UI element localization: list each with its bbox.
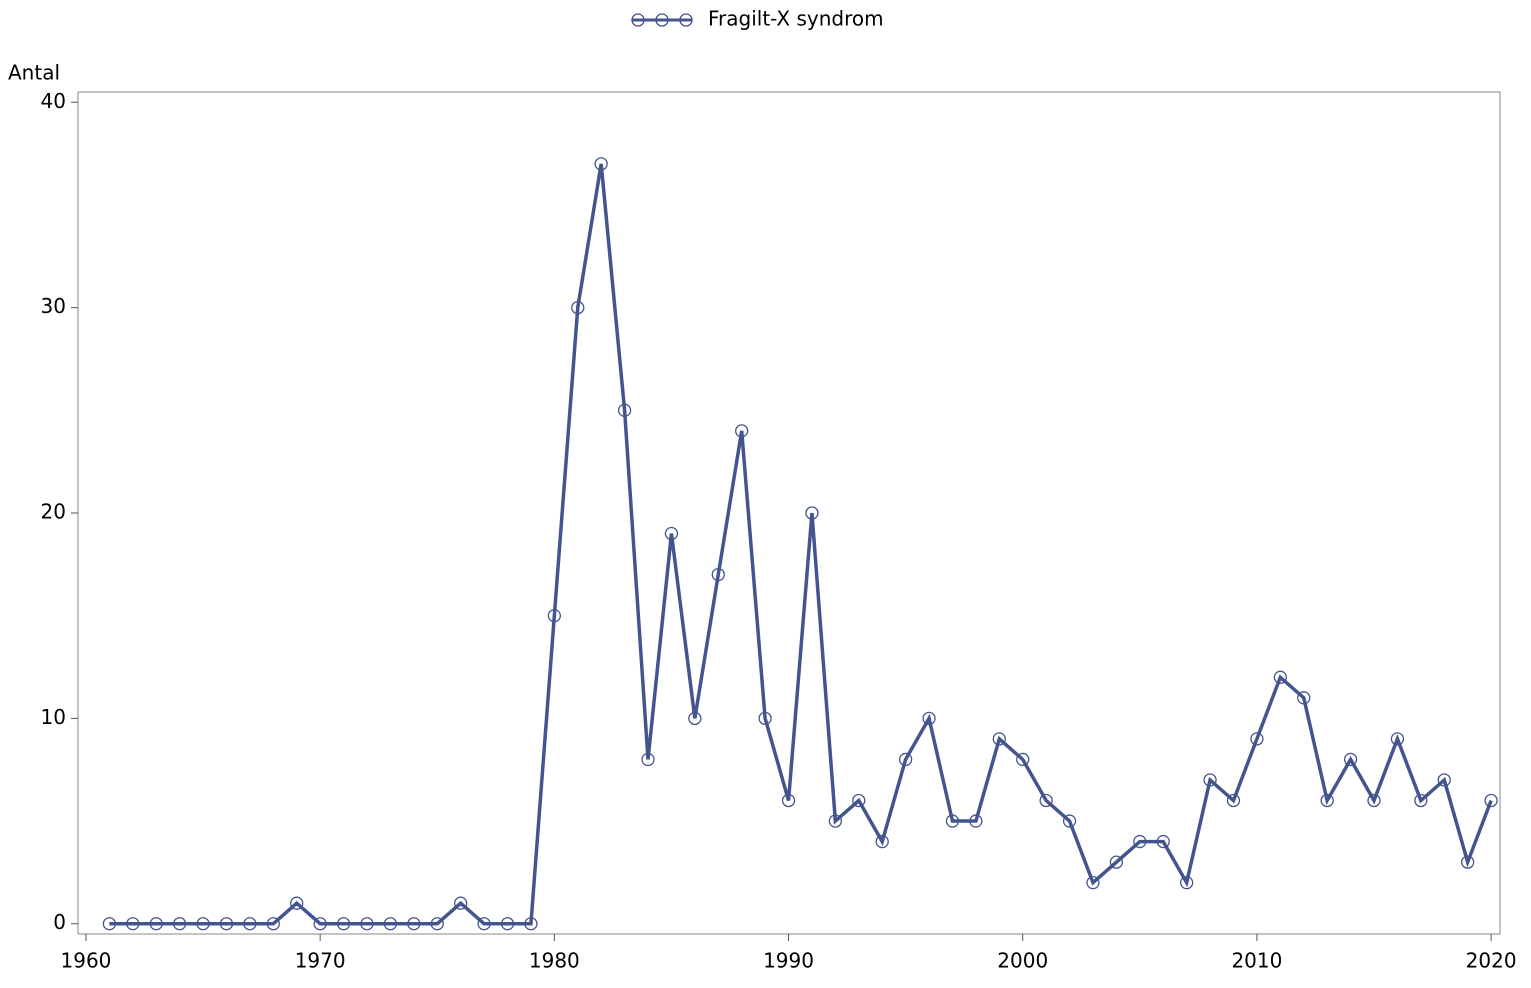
marker [1367,793,1381,808]
marker [1016,752,1030,767]
marker [992,732,1006,746]
marker [1437,773,1451,787]
y-tick-label: 10 [41,705,66,729]
marker [641,752,655,767]
legend-marker [679,13,693,27]
marker [1086,876,1100,890]
marker [313,917,327,931]
marker [1273,670,1287,684]
y-tick-label: 30 [41,294,66,318]
marker [1484,793,1498,808]
y-tick-label: 0 [53,910,66,934]
marker [360,917,374,931]
marker [102,917,117,931]
marker [1297,691,1311,705]
marker [1203,773,1217,787]
marker [1156,834,1170,849]
marker [290,896,304,910]
marker [243,917,257,931]
marker [126,917,140,931]
marker [1390,732,1405,746]
marker [454,896,468,910]
x-tick-label: 2010 [1231,949,1282,973]
marker [711,567,725,582]
legend-marker [655,13,669,27]
marker [922,711,936,726]
marker [1320,793,1334,808]
marker [219,917,234,931]
marker [1343,752,1358,767]
x-tick-label: 1980 [529,949,580,973]
legend-marker [631,13,645,27]
marker [1250,732,1264,746]
marker [1062,814,1077,828]
marker [758,711,772,726]
line [109,163,1493,926]
marker [196,917,210,931]
plot-frame [77,91,1501,935]
x-tick-label: 1990 [763,949,814,973]
marker [1039,793,1053,808]
marker [407,917,421,931]
y-tick-label: 20 [41,500,66,524]
marker [1180,876,1194,890]
marker [149,917,163,931]
marker [1109,855,1124,869]
marker [1414,793,1428,808]
x-tick-label: 2000 [997,949,1048,973]
marker [477,917,491,931]
marker [735,424,749,438]
x-tick-label: 1970 [295,949,346,973]
marker [945,814,960,828]
marker [571,300,585,315]
marker [383,917,398,931]
marker [547,609,561,623]
y-axis-label: Antal [8,61,60,85]
marker [781,793,796,808]
marker [266,917,280,931]
marker [172,917,187,931]
marker [594,157,608,171]
marker [898,752,913,767]
marker [500,917,515,931]
legend-label: Fragilt-X syndrom [708,7,884,31]
marker [1226,793,1241,808]
marker [875,834,889,849]
x-tick-label: 2020 [1466,949,1517,973]
marker [524,917,538,931]
x-tick-label: 1960 [61,949,112,973]
marker [336,917,351,931]
y-tick-label: 40 [41,89,66,113]
marker [688,711,702,726]
marker [664,526,679,541]
marker [430,917,444,931]
marker [1133,834,1147,849]
marker [617,403,632,417]
marker [828,814,843,828]
marker [805,506,819,520]
marker [969,814,983,828]
marker [1461,855,1475,869]
marker [852,793,866,808]
